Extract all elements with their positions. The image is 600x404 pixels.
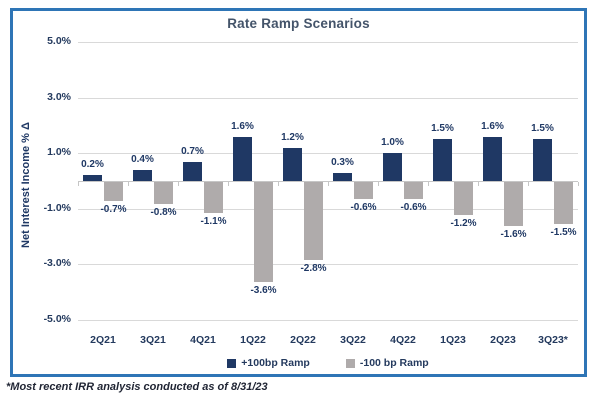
y-tick-label: -5.0% bbox=[43, 313, 71, 325]
x-category-label: 1Q22 bbox=[240, 334, 266, 346]
axis-tick bbox=[378, 182, 379, 186]
bar-minus100bp bbox=[254, 182, 273, 283]
y-tick-label: 3.0% bbox=[47, 90, 71, 103]
data-label: -3.6% bbox=[250, 285, 277, 297]
bar-minus100bp bbox=[554, 182, 573, 224]
y-tick-label: -3.0% bbox=[43, 257, 71, 270]
data-label: -2.8% bbox=[300, 262, 327, 274]
data-label: 1.6% bbox=[231, 120, 254, 132]
bar-plus100bp bbox=[483, 136, 502, 181]
bar-minus100bp bbox=[304, 182, 323, 260]
data-label: 0.4% bbox=[131, 153, 154, 165]
axis-tick bbox=[178, 182, 179, 186]
gridline bbox=[78, 320, 578, 321]
x-category-label: 4Q21 bbox=[190, 334, 216, 346]
x-category-label: 4Q22 bbox=[390, 334, 416, 346]
bar-minus100bp bbox=[204, 182, 223, 213]
axis-tick bbox=[528, 182, 529, 186]
x-category-label: 3Q21 bbox=[140, 334, 166, 346]
y-tick-label: 5.0% bbox=[47, 35, 71, 47]
bar-plus100bp bbox=[333, 172, 352, 181]
legend-item: -100 bp Ramp bbox=[345, 357, 429, 369]
bar-plus100bp bbox=[233, 136, 252, 181]
footnote: *Most recent IRR analysis conducted as o… bbox=[6, 381, 268, 393]
data-label: -0.6% bbox=[350, 201, 377, 213]
bar-minus100bp bbox=[154, 182, 173, 205]
x-axis-line bbox=[78, 181, 578, 182]
data-label: 0.2% bbox=[81, 159, 104, 171]
data-label: 1.2% bbox=[281, 131, 304, 143]
gridline bbox=[78, 264, 578, 266]
axis-tick bbox=[128, 182, 129, 186]
bar-plus100bp bbox=[133, 169, 152, 181]
legend-label: -100 bp Ramp bbox=[359, 357, 429, 369]
data-label: -1.5% bbox=[550, 226, 577, 238]
axis-tick bbox=[228, 182, 229, 186]
plot-area: 5.0% 3.0% 1.0% -1.0% -3.0% -5.0% 2Q21 3Q21 4Q21 1… bbox=[13, 11, 584, 374]
chart-container: Rate Ramp Scenarios Net Interest Income … bbox=[10, 8, 587, 377]
legend-swatch bbox=[345, 358, 355, 368]
gridline bbox=[78, 42, 578, 43]
x-category-label: 2Q22 bbox=[290, 334, 316, 346]
bar-plus100bp bbox=[83, 175, 102, 181]
data-label: -1.2% bbox=[450, 218, 477, 230]
data-label: 1.5% bbox=[531, 123, 554, 135]
data-label: 1.5% bbox=[431, 123, 454, 135]
y-tick-label: 1.0% bbox=[47, 146, 71, 159]
x-category-label: 3Q23* bbox=[538, 334, 568, 346]
data-label: -0.6% bbox=[400, 201, 427, 213]
x-category-label: 3Q22 bbox=[340, 334, 366, 346]
legend-item: +100bp Ramp bbox=[227, 357, 310, 369]
bar-plus100bp bbox=[283, 147, 302, 181]
bar-plus100bp bbox=[433, 139, 452, 181]
data-label: 1.6% bbox=[481, 120, 504, 132]
legend-swatch bbox=[227, 358, 237, 368]
bar-plus100bp bbox=[383, 153, 402, 181]
bar-minus100bp bbox=[354, 182, 373, 199]
axis-tick bbox=[328, 182, 329, 186]
data-label: -0.7% bbox=[100, 204, 127, 216]
x-category-label: 2Q23 bbox=[490, 334, 516, 346]
gridline bbox=[78, 208, 578, 210]
legend-label: +100bp Ramp bbox=[241, 357, 310, 369]
axis-tick bbox=[578, 182, 579, 186]
gridline bbox=[78, 153, 578, 155]
bar-minus100bp bbox=[504, 182, 523, 227]
x-category-label: 1Q23 bbox=[440, 334, 466, 346]
data-label: -1.6% bbox=[500, 229, 527, 241]
data-label: -1.1% bbox=[200, 215, 227, 227]
axis-tick bbox=[278, 182, 279, 186]
legend: +100bp Ramp -100 bp Ramp bbox=[78, 356, 578, 370]
bar-minus100bp bbox=[404, 182, 423, 199]
data-label: -0.8% bbox=[150, 207, 177, 219]
gridline bbox=[78, 97, 578, 99]
bar-minus100bp bbox=[454, 182, 473, 216]
bar-plus100bp bbox=[533, 139, 552, 181]
y-tick-label: -1.0% bbox=[43, 201, 71, 214]
axis-tick bbox=[428, 182, 429, 186]
chart-title: Rate Ramp Scenarios bbox=[227, 16, 370, 31]
data-label: 0.7% bbox=[181, 145, 204, 157]
x-category-label: 2Q21 bbox=[90, 334, 116, 346]
bar-plus100bp bbox=[183, 161, 202, 181]
data-label: 1.0% bbox=[381, 137, 404, 149]
data-label: 0.3% bbox=[331, 156, 354, 168]
bar-minus100bp bbox=[104, 182, 123, 202]
axis-tick bbox=[478, 182, 479, 186]
axis-tick bbox=[78, 182, 79, 186]
